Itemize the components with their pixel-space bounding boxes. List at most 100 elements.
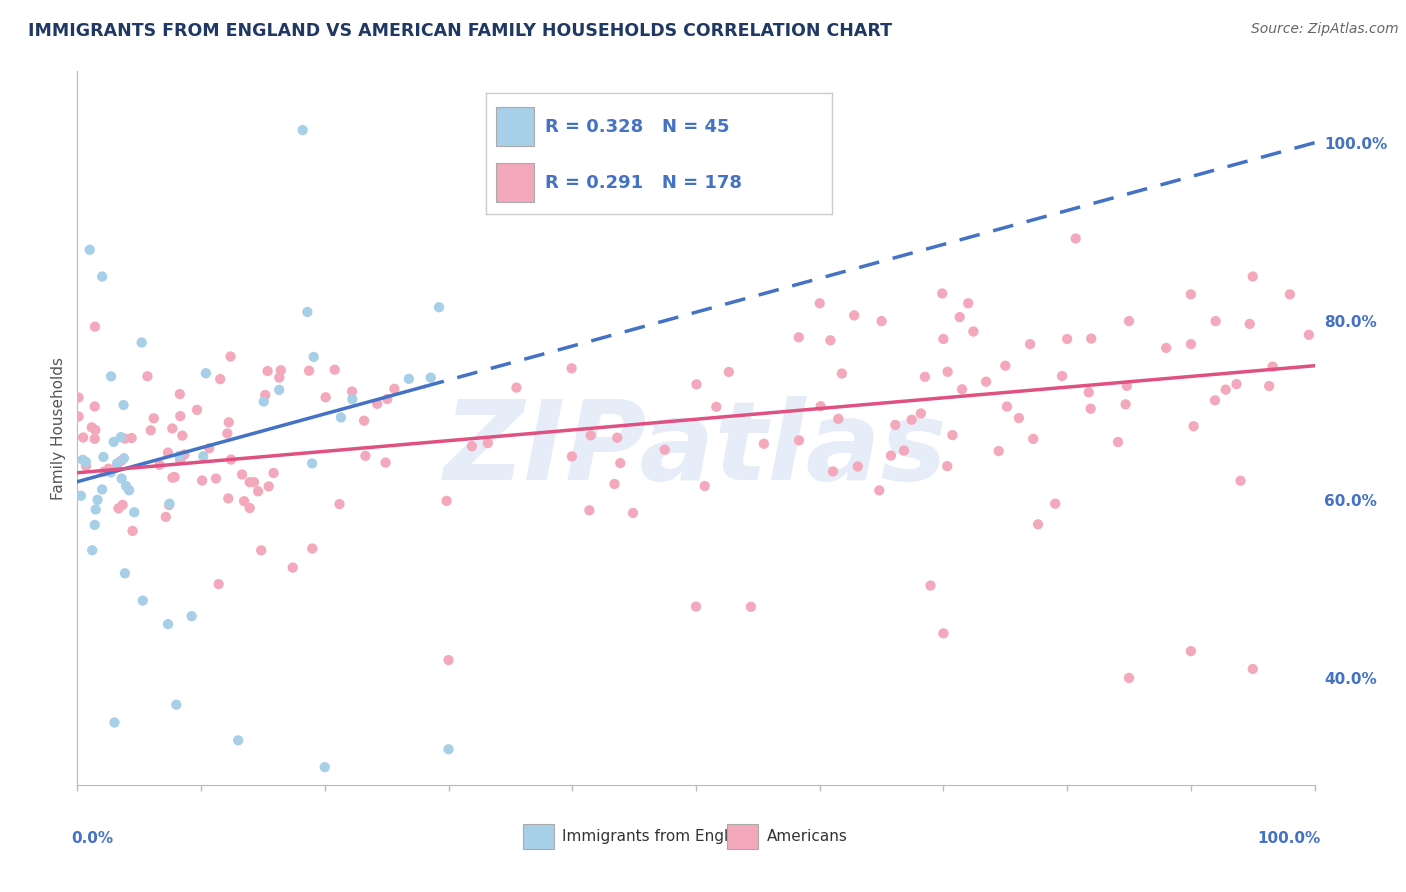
Point bbox=[1118, 314, 1140, 328]
Point bbox=[419, 370, 441, 384]
Point bbox=[920, 578, 942, 592]
Point bbox=[1241, 662, 1264, 676]
Point bbox=[86, 492, 108, 507]
Point bbox=[974, 375, 997, 389]
Point bbox=[936, 459, 959, 474]
Point bbox=[205, 471, 228, 485]
Point bbox=[84, 423, 107, 437]
Point bbox=[243, 475, 266, 490]
Point bbox=[172, 428, 194, 442]
Point bbox=[1261, 359, 1284, 374]
Point bbox=[1215, 383, 1237, 397]
Point bbox=[257, 479, 280, 493]
Point bbox=[270, 363, 292, 377]
Point bbox=[1180, 337, 1202, 351]
Point bbox=[253, 394, 276, 409]
Point bbox=[70, 489, 93, 503]
Point bbox=[914, 369, 936, 384]
Point bbox=[995, 400, 1018, 414]
Point bbox=[75, 455, 97, 469]
Point bbox=[1080, 401, 1102, 416]
Point bbox=[354, 449, 377, 463]
FancyBboxPatch shape bbox=[523, 824, 554, 849]
Point bbox=[910, 406, 932, 420]
Point bbox=[165, 698, 187, 712]
Point bbox=[131, 335, 153, 350]
Point bbox=[209, 372, 232, 386]
Point bbox=[105, 456, 128, 470]
Point bbox=[900, 413, 922, 427]
Point bbox=[218, 415, 240, 429]
Point bbox=[91, 483, 114, 497]
Point bbox=[880, 449, 903, 463]
Point bbox=[132, 593, 155, 607]
Point bbox=[932, 626, 955, 640]
Point bbox=[1115, 379, 1137, 393]
Point bbox=[1182, 419, 1205, 434]
Point bbox=[606, 431, 628, 445]
Text: Immigrants from England: Immigrants from England bbox=[562, 829, 758, 844]
Point bbox=[461, 439, 484, 453]
Point bbox=[226, 733, 249, 747]
Point bbox=[100, 466, 122, 480]
Point bbox=[810, 399, 832, 413]
Point bbox=[105, 460, 128, 475]
Point bbox=[186, 402, 208, 417]
Point bbox=[103, 434, 125, 449]
Point bbox=[685, 377, 707, 392]
Point bbox=[561, 450, 583, 464]
Point bbox=[1107, 435, 1129, 450]
Point bbox=[107, 501, 129, 516]
Point bbox=[1118, 671, 1140, 685]
Point bbox=[820, 334, 842, 348]
Point bbox=[932, 332, 955, 346]
Y-axis label: Family Households: Family Households bbox=[51, 357, 66, 500]
Point bbox=[1008, 411, 1031, 425]
Point bbox=[384, 382, 406, 396]
Text: ZIPatlas: ZIPatlas bbox=[444, 396, 948, 503]
Point bbox=[219, 350, 242, 364]
Point bbox=[342, 392, 364, 407]
Point bbox=[1180, 287, 1202, 301]
Point bbox=[1241, 269, 1264, 284]
Point bbox=[1064, 231, 1087, 245]
Point bbox=[987, 444, 1010, 458]
Point bbox=[1205, 314, 1227, 328]
Point bbox=[298, 364, 321, 378]
Point bbox=[163, 470, 186, 484]
Point bbox=[994, 359, 1017, 373]
Point bbox=[301, 541, 323, 556]
Point bbox=[239, 475, 262, 490]
Point bbox=[173, 447, 195, 461]
Point bbox=[808, 296, 831, 310]
Point bbox=[157, 498, 180, 512]
Point bbox=[893, 443, 915, 458]
Point bbox=[110, 454, 132, 468]
Point bbox=[83, 400, 105, 414]
Point bbox=[1077, 385, 1099, 400]
Point bbox=[269, 383, 291, 397]
Point bbox=[112, 451, 135, 466]
Point bbox=[844, 309, 866, 323]
Point bbox=[269, 370, 291, 384]
Point bbox=[250, 543, 273, 558]
Point bbox=[957, 296, 980, 310]
Point bbox=[67, 391, 90, 405]
Point bbox=[121, 524, 143, 538]
Point bbox=[717, 365, 740, 379]
Point bbox=[217, 426, 239, 441]
Point bbox=[114, 566, 136, 581]
Point bbox=[122, 505, 145, 519]
Point bbox=[67, 409, 90, 424]
Point bbox=[505, 381, 527, 395]
Point bbox=[159, 497, 181, 511]
Point bbox=[254, 388, 277, 402]
Point bbox=[1080, 332, 1102, 346]
Point bbox=[139, 423, 162, 437]
Point bbox=[693, 479, 716, 493]
Point bbox=[105, 459, 128, 474]
Point bbox=[103, 715, 125, 730]
Point bbox=[315, 390, 337, 404]
Point bbox=[194, 366, 217, 380]
Point bbox=[654, 442, 676, 457]
